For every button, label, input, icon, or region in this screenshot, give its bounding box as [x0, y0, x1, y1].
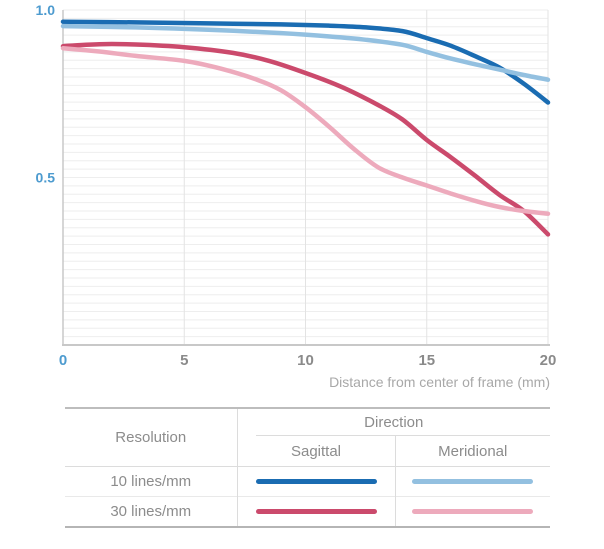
mtf-chart: 1.0 0.5 0 5 10 15 20 Distance from center of fr…	[36, 2, 557, 390]
x-tick-label: 10	[297, 352, 314, 369]
x-axis-title: Distance from center of frame (mm)	[329, 374, 550, 390]
legend-column-meridional: Meridional	[394, 436, 550, 467]
x-tick-label: 0	[59, 352, 67, 369]
y-tick-label: 1.0	[36, 2, 56, 18]
swatch-10-meridional	[412, 479, 534, 484]
legend-resolution-header: Resolution	[115, 429, 187, 446]
x-tick-label: 20	[540, 352, 557, 369]
chart-canvas: 1.0 0.5 0 5 10 15 20 Distance from center of fr…	[36, 2, 557, 390]
curve-10-meridional	[60, 23, 551, 82]
curve-30-sagittal	[60, 41, 551, 237]
y-tick-label: 0.5	[36, 170, 56, 186]
legend-direction-header: Direction	[236, 408, 551, 436]
swatch-10-sagittal	[255, 479, 377, 484]
legend-row-label-30: 30 lines/mm	[65, 496, 237, 527]
legend-column-sagittal: Sagittal	[236, 436, 395, 467]
legend-table: Resolution Direction Sagittal Meridional…	[65, 407, 551, 528]
legend-row-30-lines: 30 lines/mm	[65, 496, 550, 527]
legend-row-10-lines: 10 lines/mm	[65, 466, 550, 497]
curve-30-meridional	[60, 45, 551, 216]
x-tick-label: 15	[418, 352, 435, 369]
x-tick-label: 5	[180, 352, 188, 369]
swatch-30-meridional	[412, 509, 534, 514]
legend-row-label-10: 10 lines/mm	[65, 466, 237, 497]
swatch-30-sagittal	[255, 509, 377, 514]
